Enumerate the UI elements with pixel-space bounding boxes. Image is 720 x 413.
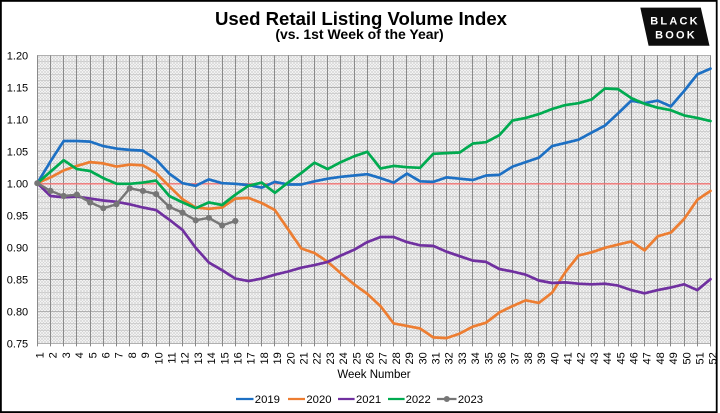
svg-text:45: 45 [615,352,627,364]
svg-text:1.10: 1.10 [7,115,28,127]
svg-text:3: 3 [61,352,73,358]
svg-text:48: 48 [655,352,667,364]
svg-text:39: 39 [536,352,548,364]
svg-text:20: 20 [285,352,297,364]
svg-text:9: 9 [140,352,152,358]
svg-text:33: 33 [457,352,469,364]
svg-text:BOOK: BOOK [655,30,697,42]
svg-text:24: 24 [338,352,350,364]
svg-text:0.75: 0.75 [7,339,28,351]
svg-text:35: 35 [483,352,495,364]
svg-text:15: 15 [219,352,231,364]
svg-text:(vs. 1st Week of the Year): (vs. 1st Week of the Year) [275,26,443,42]
svg-text:29: 29 [404,352,416,364]
svg-text:16: 16 [233,352,245,364]
svg-text:12: 12 [180,352,192,364]
svg-text:26: 26 [365,352,377,364]
svg-text:6: 6 [101,352,113,358]
svg-text:27: 27 [378,352,390,364]
svg-text:2021: 2021 [356,394,381,406]
svg-text:1.05: 1.05 [7,147,28,159]
svg-text:10: 10 [153,352,165,364]
svg-text:1: 1 [35,352,47,358]
svg-text:25: 25 [351,352,363,364]
svg-text:46: 46 [629,352,641,364]
svg-text:2022: 2022 [406,394,431,406]
svg-text:50: 50 [681,352,693,364]
svg-text:34: 34 [470,352,482,364]
svg-text:5: 5 [87,352,99,358]
svg-text:2019: 2019 [255,394,280,406]
svg-text:22: 22 [312,352,324,364]
svg-text:47: 47 [642,352,654,364]
svg-text:23: 23 [325,352,337,364]
svg-text:11: 11 [167,352,179,363]
svg-text:30: 30 [417,352,429,364]
svg-text:0.80: 0.80 [7,307,28,319]
svg-text:51: 51 [695,352,707,364]
svg-text:0.95: 0.95 [7,211,28,223]
svg-text:28: 28 [391,352,403,364]
svg-text:21: 21 [299,352,311,364]
svg-text:1.15: 1.15 [7,83,28,95]
svg-text:1.20: 1.20 [7,51,28,63]
svg-text:Week Number: Week Number [337,369,410,381]
svg-text:49: 49 [668,352,680,364]
svg-text:17: 17 [246,352,258,364]
svg-text:41: 41 [563,352,575,364]
svg-text:0.85: 0.85 [7,275,28,287]
svg-text:36: 36 [497,352,509,364]
svg-text:BLACK: BLACK [650,16,700,28]
svg-text:43: 43 [589,352,601,364]
svg-text:2: 2 [48,352,60,358]
svg-text:13: 13 [193,352,205,364]
svg-text:31: 31 [431,352,443,364]
svg-text:1.00: 1.00 [7,179,28,191]
svg-text:38: 38 [523,352,535,364]
svg-text:4: 4 [74,352,86,358]
svg-text:19: 19 [272,352,284,364]
svg-text:Used Retail Listing Volume Ind: Used Retail Listing Volume Index [215,8,508,29]
svg-text:7: 7 [114,352,126,358]
svg-text:0.90: 0.90 [7,243,28,255]
svg-text:18: 18 [259,352,271,364]
svg-text:42: 42 [576,352,588,364]
svg-text:37: 37 [510,352,522,364]
svg-text:8: 8 [127,352,139,358]
svg-text:2023: 2023 [458,394,483,406]
svg-text:32: 32 [444,352,456,364]
svg-text:2020: 2020 [306,394,331,406]
svg-text:44: 44 [602,352,614,364]
svg-text:14: 14 [206,352,218,364]
svg-text:40: 40 [549,352,561,364]
svg-text:52: 52 [708,352,720,364]
